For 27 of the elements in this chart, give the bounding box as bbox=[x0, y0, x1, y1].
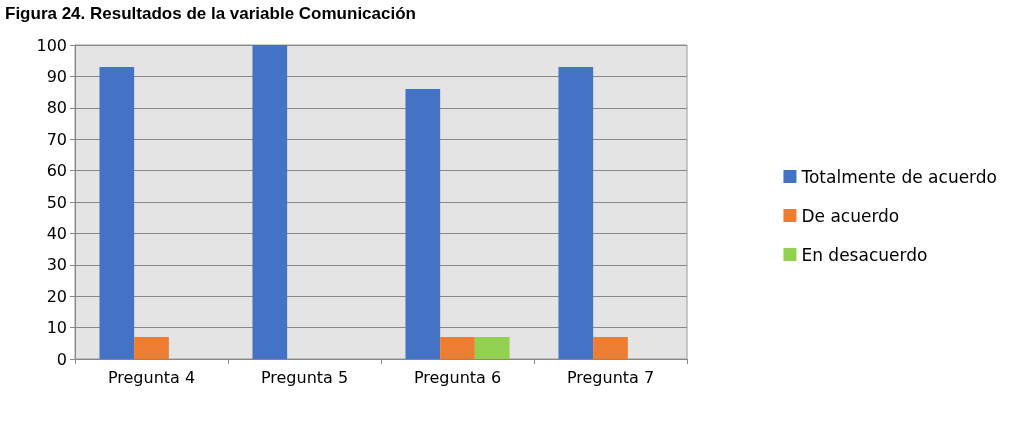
x-tick-label: Pregunta 4 bbox=[107, 367, 196, 387]
y-tick-label: 60 bbox=[46, 161, 67, 181]
chart-title: Figura 24. Resultados de la variable Comunicación bbox=[5, 4, 416, 23]
y-tick-label: 90 bbox=[46, 66, 67, 86]
y-tick-label: 0 bbox=[56, 349, 67, 369]
bar bbox=[99, 66, 135, 359]
bar bbox=[558, 66, 594, 359]
x-tick-label: Pregunta 5 bbox=[260, 367, 349, 387]
bar bbox=[440, 337, 475, 359]
legend-label: En desacuerdo bbox=[801, 244, 928, 265]
legend-label: De acuerdo bbox=[801, 205, 900, 226]
y-tick-label: 20 bbox=[46, 286, 67, 306]
bar bbox=[593, 337, 628, 359]
x-tick-label: Pregunta 7 bbox=[566, 367, 655, 387]
y-tick-label: 50 bbox=[46, 192, 67, 212]
bar bbox=[252, 45, 288, 359]
x-tick-label: Pregunta 6 bbox=[413, 367, 502, 387]
bar bbox=[474, 337, 510, 359]
legend-label: Totalmente de acuerdo bbox=[800, 166, 997, 187]
y-tick-label: 70 bbox=[46, 129, 67, 149]
bar bbox=[134, 337, 169, 359]
y-tick-label: 80 bbox=[46, 98, 67, 118]
y-tick-label: 100 bbox=[36, 35, 67, 55]
y-tick-label: 10 bbox=[46, 318, 67, 338]
y-tick-label: 40 bbox=[46, 223, 67, 243]
bar bbox=[405, 88, 441, 359]
y-tick-label: 30 bbox=[46, 255, 67, 275]
